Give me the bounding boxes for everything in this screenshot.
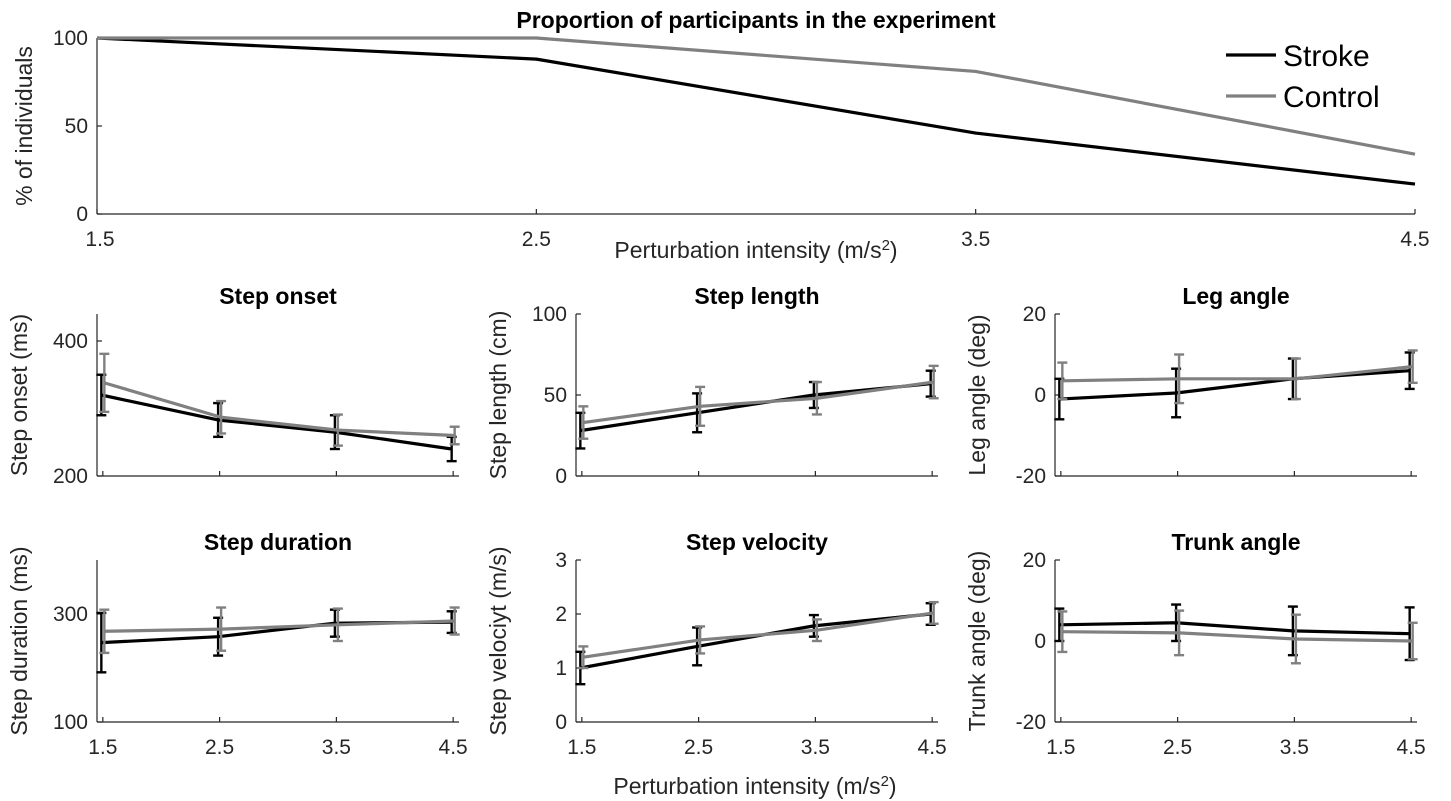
y-tick-label: 100 [53, 711, 88, 734]
chart-trunk-angle: -20 0 20 1.5 2.5 3.5 4.5 Trunk angle Trunk angle… [964, 529, 1426, 759]
x-axis-label-suffix: ) [890, 237, 898, 263]
y-tick-label: 0 [555, 711, 567, 734]
y-tick-label: 0 [1034, 384, 1046, 407]
y-axis-label: Step onset (ms) [6, 314, 32, 476]
chart-title: Step duration [204, 529, 352, 555]
series-line-stroke [101, 622, 451, 643]
x-tick-label: 4.5 [1400, 228, 1429, 251]
series-line-stroke [1059, 371, 1409, 399]
chart-title: Proportion of participants in the experi… [516, 7, 996, 33]
series-line-stroke [97, 38, 1415, 184]
y-tick-label: 2 [555, 603, 567, 626]
bottom-xlabel: Perturbation intensity (m/s2) [613, 773, 896, 800]
y-tick-label: -20 [1016, 711, 1046, 734]
x-tick-label: 3.5 [322, 736, 351, 759]
x-tick-label: 1.5 [85, 228, 114, 251]
x-tick-label: 4.5 [439, 736, 468, 759]
legend-label-stroke: Stroke [1283, 40, 1370, 73]
y-tick-label: -20 [1016, 465, 1046, 488]
chart-title: Step velocity [686, 529, 828, 555]
x-tick-label: 2.5 [522, 228, 551, 251]
x-axis-label-text: Perturbation intensity (m/s [614, 237, 881, 263]
x-tick-label: 2.5 [684, 736, 713, 759]
x-tick-label: 4.5 [1397, 736, 1426, 759]
y-tick-label: 20 [1023, 549, 1046, 572]
x-tick-label: 3.5 [961, 228, 990, 251]
chart-step-velocity: 0 1 2 3 1.5 2.5 3.5 4.5 Step velocity Step veloci… [485, 529, 947, 759]
chart-step-duration: 100 300 1.5 2.5 3.5 4.5 Step duration Step dura… [6, 529, 468, 759]
chart-title: Trunk angle [1171, 529, 1300, 555]
x-tick-label: 3.5 [1280, 736, 1309, 759]
x-tick-label: 4.5 [918, 736, 947, 759]
x-tick-label: 2.5 [205, 736, 234, 759]
y-tick-label: 100 [53, 27, 88, 50]
y-tick-label: 300 [53, 603, 88, 626]
y-tick-label: 3 [555, 549, 567, 572]
x-tick-label: 2.5 [1163, 736, 1192, 759]
chart-title: Leg angle [1182, 283, 1289, 309]
y-axis-label: Step length (cm) [485, 311, 511, 480]
y-tick-label: 400 [53, 330, 88, 353]
series-line-control [583, 613, 933, 657]
legend: Stroke Control [1226, 40, 1380, 114]
chart-step-length: 0 50 100 Step length Step length (cm) [485, 283, 939, 488]
y-tick-label: 1 [555, 657, 567, 680]
x-axis-label: Perturbation intensity (m/s2) [614, 237, 897, 264]
chart-title: Step length [694, 283, 819, 309]
y-axis-label: Step duration (ms) [6, 546, 32, 735]
chart-leg-angle: -20 0 20 Leg angle Leg angle (deg) [964, 283, 1418, 488]
series-line-control [583, 382, 933, 423]
y-tick-label: 100 [532, 303, 567, 326]
x-tick-label: 3.5 [801, 736, 830, 759]
x-tick-label: 1.5 [1046, 736, 1075, 759]
y-axis-label: Leg angle (deg) [964, 314, 990, 475]
legend-label-control: Control [1283, 81, 1380, 114]
y-tick-label: 0 [76, 203, 88, 226]
y-tick-label: 50 [65, 115, 88, 138]
x-axis-label-sup: 2 [882, 237, 890, 254]
y-tick-label: 200 [53, 465, 88, 488]
y-tick-label: 0 [555, 465, 567, 488]
chart-participants: 0 50 100 1.5 2.5 3.5 4.5 Proportion of particip… [11, 7, 1430, 263]
y-axis-label: % of individuals [11, 46, 37, 206]
y-tick-label: 0 [1034, 630, 1046, 653]
x-tick-label: 1.5 [567, 736, 596, 759]
y-tick-label: 50 [544, 384, 567, 407]
y-axis-label: Step velociyt (m/s) [485, 546, 511, 735]
chart-step-onset: 200 400 Step onset Step onset (ms) [6, 283, 460, 488]
chart-title: Step onset [219, 283, 337, 309]
y-tick-label: 20 [1023, 303, 1046, 326]
y-axis-label: Trunk angle (deg) [964, 551, 990, 732]
x-tick-label: 1.5 [88, 736, 117, 759]
